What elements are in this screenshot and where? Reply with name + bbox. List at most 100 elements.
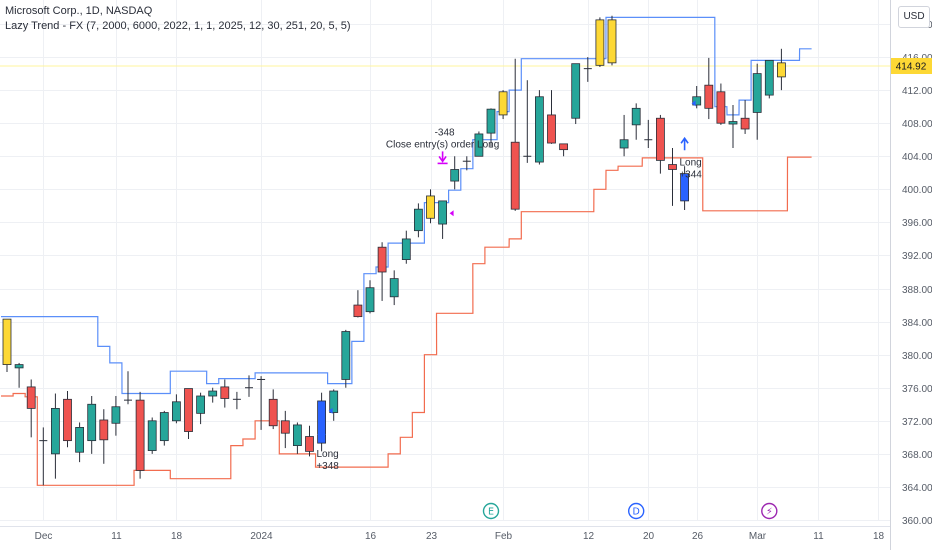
candle <box>692 86 702 109</box>
candle-body <box>680 173 689 202</box>
candle <box>75 422 84 463</box>
candle-body <box>619 139 629 149</box>
y-tick-label: 364.00 <box>902 483 932 494</box>
x-tick-label: 26 <box>692 531 704 542</box>
candle <box>2 318 12 373</box>
y-tick-label: 392.00 <box>902 251 932 262</box>
y-tick-label: 396.00 <box>902 218 932 229</box>
lower-band-line <box>1 156 812 486</box>
candle-body <box>413 208 423 232</box>
currency-button[interactable]: USD <box>898 6 930 28</box>
candle-body <box>196 395 206 414</box>
candle <box>87 396 97 454</box>
current-price-label: 414.92 <box>896 61 927 72</box>
candle-body <box>341 331 351 380</box>
arrow-head <box>317 428 326 436</box>
candle <box>14 362 24 388</box>
x-tick-label: 16 <box>365 531 377 542</box>
candle <box>280 410 290 449</box>
candles <box>2 15 786 486</box>
candle-body <box>547 114 556 144</box>
x-tick-label: 23 <box>426 531 438 542</box>
candle-body <box>389 278 399 298</box>
candle-body <box>14 364 24 369</box>
symbol-title: Microsoft Corp., 1D, NASDAQ <box>5 5 153 17</box>
x-tick-label: 11 <box>813 531 824 542</box>
candle-body <box>450 169 460 182</box>
candle <box>292 422 302 454</box>
candle <box>583 57 592 82</box>
y-tick-label: 404.00 <box>902 152 932 163</box>
x-tick-label: 20 <box>643 531 655 542</box>
x-tick-label: 18 <box>171 531 183 542</box>
candle <box>268 389 278 430</box>
candle <box>245 375 253 397</box>
candle-body <box>752 73 762 113</box>
candle-body <box>280 420 290 434</box>
candle <box>510 58 520 211</box>
trade-annotation: Long+348 <box>316 428 339 472</box>
annotation-line1: -348 <box>435 127 455 138</box>
candle <box>184 388 193 439</box>
y-tick-label: 388.00 <box>902 285 932 296</box>
trend-bands <box>0 16 890 486</box>
candle-body <box>268 398 278 427</box>
candle <box>111 396 121 436</box>
candle-body <box>329 390 339 413</box>
annotation-line1: Long <box>316 449 338 460</box>
candle-body <box>704 84 714 109</box>
indicator-title: Lazy Trend - FX (7, 2000, 6000, 2022, 1,… <box>5 20 351 32</box>
y-tick-label: 360.00 <box>902 516 932 527</box>
x-tick-label: Feb <box>495 531 513 542</box>
candle <box>704 57 714 120</box>
y-tick-label: 384.00 <box>902 318 932 329</box>
candle <box>498 90 508 120</box>
x-tick-label: Dec <box>35 531 53 542</box>
x-tick-label: 2024 <box>250 531 273 542</box>
candle-body <box>535 96 544 163</box>
arrow-head <box>438 155 447 163</box>
exit-marker-icon <box>449 210 454 217</box>
candle-body <box>159 412 169 442</box>
grid <box>0 0 890 521</box>
x-tick-label: Mar <box>749 531 767 542</box>
candle-body <box>656 117 665 161</box>
candle-body <box>692 96 702 106</box>
candle <box>159 410 169 446</box>
candle <box>377 242 387 301</box>
candle <box>389 270 399 306</box>
candle-body <box>668 164 677 170</box>
event-label: ⚡ <box>766 507 773 518</box>
candle <box>559 143 568 157</box>
candle-body <box>135 399 145 471</box>
candle <box>462 156 471 171</box>
candle-body <box>595 19 605 66</box>
candle-body <box>63 398 72 442</box>
candle-body <box>51 407 60 455</box>
candle <box>595 17 605 67</box>
y-tick-label: 372.00 <box>902 417 932 428</box>
candle <box>51 393 60 479</box>
x-tick-label: 12 <box>583 531 595 542</box>
trade-annotation: Long+344 <box>679 136 702 180</box>
candle <box>631 103 641 140</box>
candle-body <box>75 427 84 453</box>
entry-marker-icon <box>691 100 696 107</box>
candle-body <box>377 246 387 273</box>
event-icon <box>482 502 500 520</box>
candle-body <box>353 304 363 318</box>
candle <box>401 230 411 264</box>
candle <box>413 203 423 238</box>
candle-body <box>740 117 750 130</box>
candle <box>220 379 230 408</box>
annotation-line1: Long <box>679 157 701 168</box>
event-label: E <box>488 507 494 518</box>
candle <box>63 391 72 448</box>
candle <box>124 371 132 405</box>
candle-body <box>486 108 496 134</box>
event-icon <box>628 502 645 520</box>
